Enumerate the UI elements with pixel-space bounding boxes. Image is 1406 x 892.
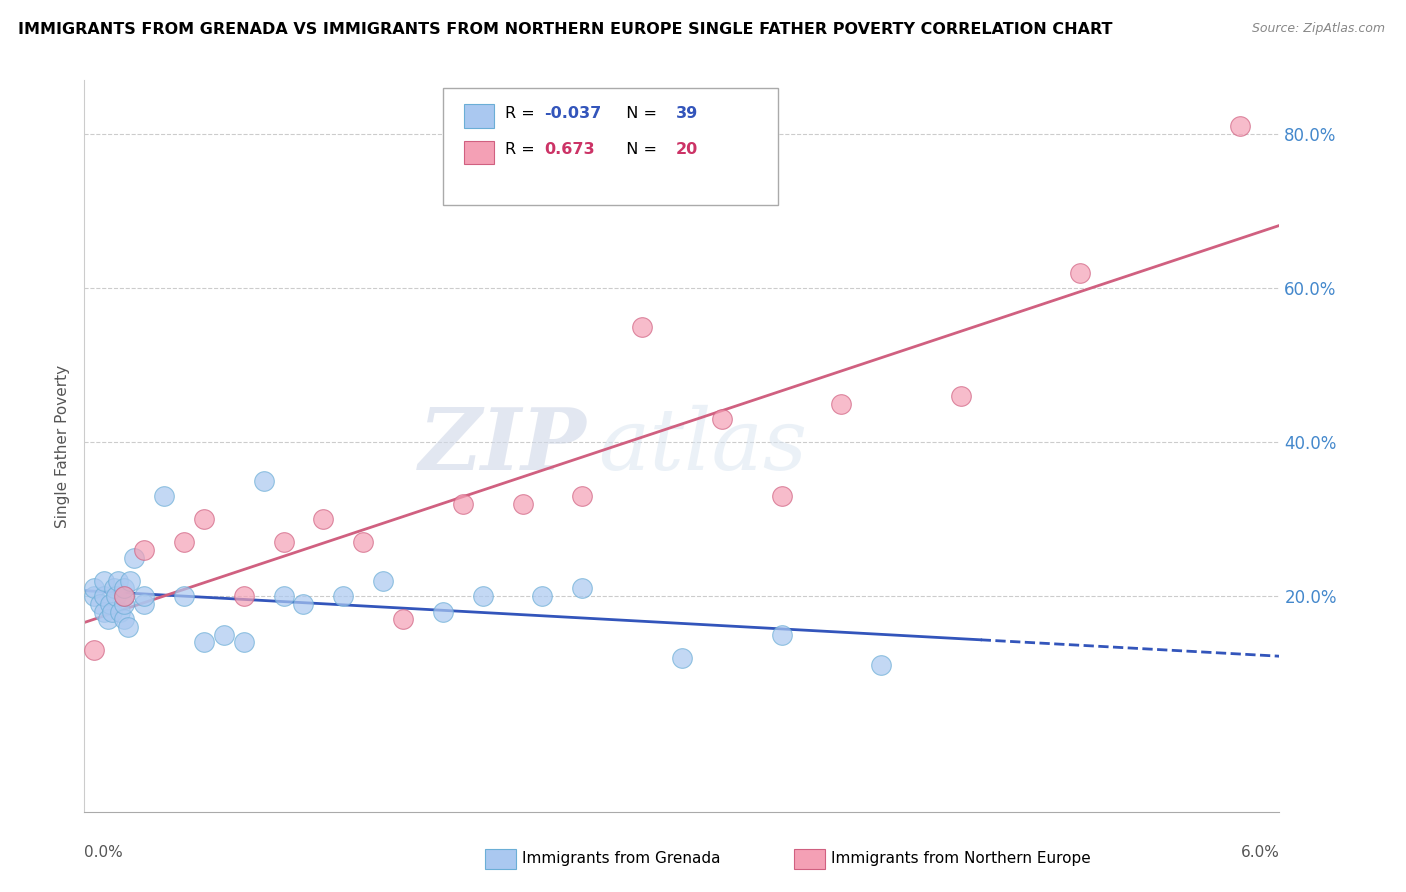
Point <box>392 612 415 626</box>
Point <box>232 635 254 649</box>
Point <box>232 589 254 603</box>
Point <box>432 605 454 619</box>
Text: 39: 39 <box>676 105 699 120</box>
Point <box>132 543 156 558</box>
Point <box>451 497 474 511</box>
Text: Source: ZipAtlas.com: Source: ZipAtlas.com <box>1251 22 1385 36</box>
Text: Immigrants from Grenada: Immigrants from Grenada <box>522 851 720 865</box>
Point <box>770 627 793 641</box>
Point <box>312 512 335 526</box>
Point <box>512 497 534 511</box>
Point <box>212 627 235 641</box>
Text: IMMIGRANTS FROM GRENADA VS IMMIGRANTS FROM NORTHERN EUROPE SINGLE FATHER POVERTY: IMMIGRANTS FROM GRENADA VS IMMIGRANTS FR… <box>18 22 1112 37</box>
Point <box>949 389 972 403</box>
Point <box>93 605 115 619</box>
Point <box>571 489 593 503</box>
Text: N =: N = <box>616 142 662 157</box>
Point <box>153 489 176 503</box>
Text: N =: N = <box>616 105 662 120</box>
Point <box>83 589 105 603</box>
Point <box>112 589 135 603</box>
Point <box>93 574 115 588</box>
Point <box>103 582 125 596</box>
Y-axis label: Single Father Poverty: Single Father Poverty <box>55 365 70 527</box>
Point <box>83 582 105 596</box>
Point <box>471 589 494 603</box>
Point <box>193 635 215 649</box>
Text: 6.0%: 6.0% <box>1240 845 1279 860</box>
Point <box>83 643 105 657</box>
FancyBboxPatch shape <box>464 141 495 164</box>
Point <box>273 589 295 603</box>
Point <box>1069 266 1091 280</box>
Point <box>253 474 276 488</box>
Point <box>830 397 852 411</box>
Point <box>122 550 145 565</box>
Text: 0.673: 0.673 <box>544 142 595 157</box>
Point <box>93 589 115 603</box>
Point <box>89 597 111 611</box>
Point <box>173 589 195 603</box>
Point <box>173 535 195 549</box>
Point <box>770 489 793 503</box>
Point <box>110 605 132 619</box>
Point <box>101 605 124 619</box>
Point <box>117 620 139 634</box>
Point <box>105 589 128 603</box>
Point <box>710 412 733 426</box>
Point <box>1229 120 1251 134</box>
FancyBboxPatch shape <box>443 87 778 204</box>
Point <box>112 612 135 626</box>
Point <box>132 589 156 603</box>
Point <box>631 319 654 334</box>
Text: -0.037: -0.037 <box>544 105 602 120</box>
Point <box>352 535 374 549</box>
Point <box>332 589 354 603</box>
Point <box>120 574 142 588</box>
Point <box>112 582 135 596</box>
Point <box>112 597 135 611</box>
Point <box>107 574 129 588</box>
Text: 20: 20 <box>676 142 699 157</box>
Point <box>870 658 893 673</box>
Point <box>373 574 395 588</box>
Point <box>571 582 593 596</box>
Point <box>273 535 295 549</box>
FancyBboxPatch shape <box>464 104 495 128</box>
Text: atlas: atlas <box>599 405 807 487</box>
Point <box>132 597 156 611</box>
Point <box>112 589 135 603</box>
Point <box>193 512 215 526</box>
Point <box>98 597 121 611</box>
Point <box>292 597 315 611</box>
Text: R =: R = <box>505 105 540 120</box>
Text: ZIP: ZIP <box>419 404 586 488</box>
Text: R =: R = <box>505 142 546 157</box>
Text: Immigrants from Northern Europe: Immigrants from Northern Europe <box>831 851 1091 865</box>
Point <box>531 589 554 603</box>
Point <box>671 650 693 665</box>
Text: 0.0%: 0.0% <box>84 845 124 860</box>
Point <box>97 612 120 626</box>
